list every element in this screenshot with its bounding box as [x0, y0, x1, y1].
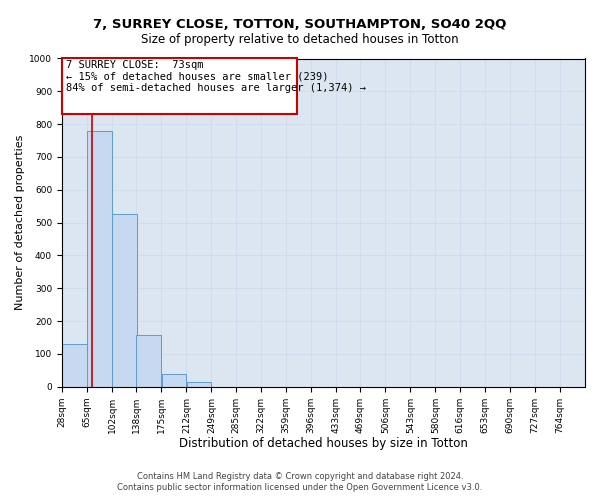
Bar: [62, 344, 87, 387]
FancyBboxPatch shape: [62, 58, 297, 114]
Text: 7, SURREY CLOSE, TOTTON, SOUTHAMPTON, SO40 2QQ: 7, SURREY CLOSE, TOTTON, SOUTHAMPTON, SO…: [94, 18, 506, 30]
Bar: [187, 382, 211, 386]
Bar: [136, 335, 161, 386]
Y-axis label: Number of detached properties: Number of detached properties: [15, 135, 25, 310]
Text: Size of property relative to detached houses in Totton: Size of property relative to detached ho…: [141, 32, 459, 46]
Text: Contains HM Land Registry data © Crown copyright and database right 2024.
Contai: Contains HM Land Registry data © Crown c…: [118, 472, 482, 492]
Text: 7 SURREY CLOSE:  73sqm
← 15% of detached houses are smaller (239)
84% of semi-de: 7 SURREY CLOSE: 73sqm ← 15% of detached …: [66, 60, 366, 94]
Bar: [161, 374, 186, 386]
X-axis label: Distribution of detached houses by size in Totton: Distribution of detached houses by size …: [179, 437, 468, 450]
Bar: [87, 132, 112, 386]
Bar: [112, 214, 137, 386]
